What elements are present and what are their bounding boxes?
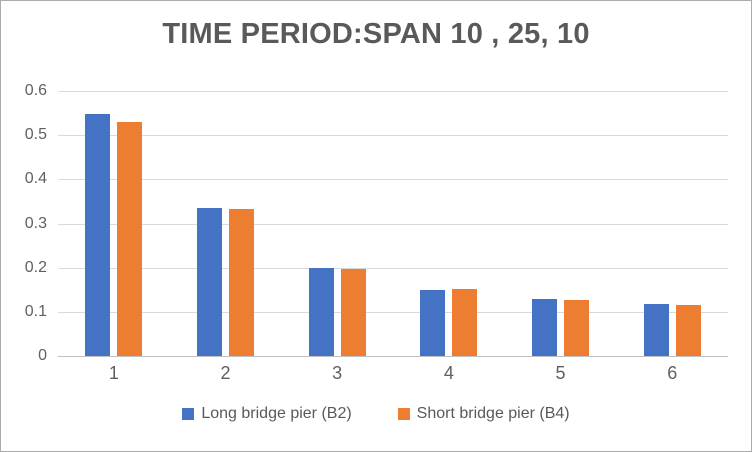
x-axis-tick-label: 5 <box>555 363 566 383</box>
legend-label: Long bridge pier (B2) <box>201 405 352 422</box>
bar-groups <box>58 91 728 356</box>
legend-swatch-icon <box>397 408 410 420</box>
bar <box>340 269 366 356</box>
legend: Long bridge pier (B2) Short bridge pier (… <box>1 405 751 423</box>
x-axis-tick-label: 1 <box>108 363 119 383</box>
bar <box>197 208 222 356</box>
bar <box>85 114 111 356</box>
gridline <box>58 135 728 137</box>
y-axis-tick-label: 0.5 <box>24 126 47 144</box>
gridline <box>58 311 728 313</box>
x-axis-tick-label: 6 <box>667 363 678 383</box>
chart-title: TIME PERIOD:SPAN 10 , 25, 10 <box>162 18 590 50</box>
bar <box>420 289 446 356</box>
bar <box>117 122 143 356</box>
bar <box>643 303 669 356</box>
bar-group <box>393 91 505 356</box>
y-axis-tick-label: 0 <box>38 347 47 364</box>
x-axis-tick-label: 2 <box>220 363 231 383</box>
plot-area <box>58 91 728 357</box>
bar <box>308 267 334 356</box>
bar-group <box>505 91 617 356</box>
y-axis-tick-label: 0.4 <box>24 170 47 188</box>
y-axis-tick-label: 0.2 <box>24 258 47 276</box>
x-axis-labels: 1 2 3 4 5 6 <box>58 363 728 384</box>
legend-swatch-icon <box>182 408 195 420</box>
bar <box>452 289 478 356</box>
y-axis-tick-label: 0.6 <box>24 82 47 99</box>
gridline <box>58 179 728 181</box>
gridline <box>58 223 728 225</box>
x-axis-tick-label: 4 <box>443 363 454 383</box>
x-axis-tick-label: 3 <box>332 363 343 383</box>
bar-group <box>58 91 170 356</box>
y-axis-tick-label: 0.3 <box>24 214 47 232</box>
bar-group <box>616 91 728 356</box>
y-axis-tick-label: 0.1 <box>24 302 47 320</box>
gridline <box>58 91 728 92</box>
bar <box>532 299 558 356</box>
bar <box>564 299 590 356</box>
y-axis-labels: 0.6 0.5 0.4 0.3 0.2 0.1 0 <box>1 83 47 364</box>
legend-item: Long bridge pier (B2) <box>182 405 352 423</box>
bar-group <box>281 91 393 356</box>
gridline <box>58 267 728 269</box>
legend-label: Short bridge pier (B4) <box>416 405 570 422</box>
bar <box>229 208 254 356</box>
bar-group <box>170 91 282 356</box>
legend-item: Short bridge pier (B4) <box>397 405 570 423</box>
bar <box>675 305 701 356</box>
